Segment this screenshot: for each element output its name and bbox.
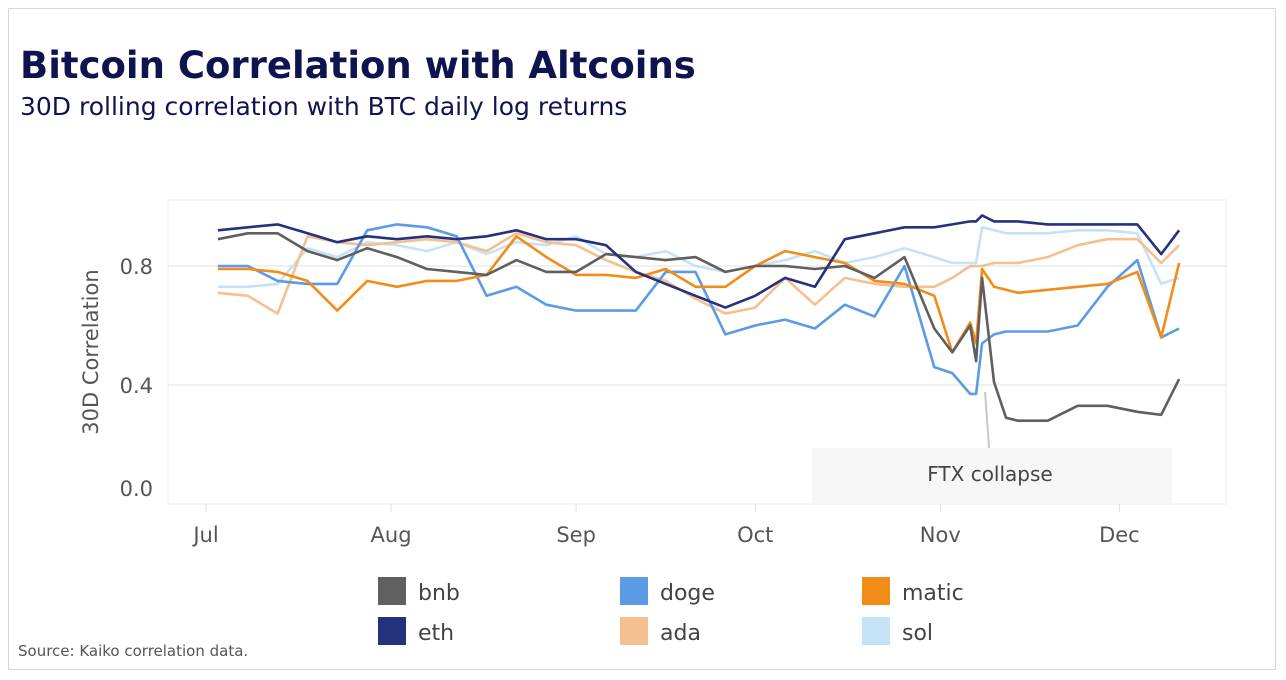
legend-swatch-bnb <box>378 577 406 605</box>
x-tick-label: Nov <box>920 523 961 547</box>
annotation-box <box>812 448 1172 503</box>
x-tick-label: Oct <box>737 523 773 547</box>
x-tick-label: Jul <box>191 523 218 547</box>
y-axis-title: 30D Correlation <box>79 269 103 434</box>
legend-label-ada: ada <box>660 621 701 646</box>
chart-frame <box>8 8 1276 670</box>
x-tick-label: Aug <box>371 523 412 547</box>
legend-swatch-sol <box>862 617 890 645</box>
chart-subtitle: 30D rolling correlation with BTC daily l… <box>20 92 628 121</box>
series-line-matic <box>217 235 1181 354</box>
chart-title: Bitcoin Correlation with Altcoins <box>20 44 696 87</box>
source-note: Source: Kaiko correlation data. <box>18 642 249 660</box>
series-line-bnb <box>217 232 1181 423</box>
legend-swatch-ada <box>620 617 648 645</box>
plot-area <box>167 199 1227 505</box>
legend-swatch-matic <box>862 577 890 605</box>
annotation-label: FTX collapse <box>927 462 1052 486</box>
legend-swatch-doge <box>620 577 648 605</box>
y-tick-label: 0.0 <box>120 477 153 501</box>
legend-label-matic: matic <box>902 581 964 606</box>
annotation-connector <box>984 391 991 449</box>
x-tick-label: Dec <box>1099 523 1140 547</box>
legend-label-doge: doge <box>660 581 715 606</box>
y-tick-label: 0.4 <box>120 374 153 398</box>
series-line-eth <box>217 214 1181 309</box>
series-line-ada <box>217 232 1181 315</box>
series-line-sol <box>217 226 1180 289</box>
legend-label-sol: sol <box>902 621 933 646</box>
legend-label-bnb: bnb <box>418 581 460 606</box>
y-tick-label: 0.8 <box>120 255 153 279</box>
x-tick-label: Sep <box>556 523 596 547</box>
legend-label-eth: eth <box>418 621 454 646</box>
legend-swatch-eth <box>378 617 406 645</box>
series-line-doge <box>217 223 1180 396</box>
